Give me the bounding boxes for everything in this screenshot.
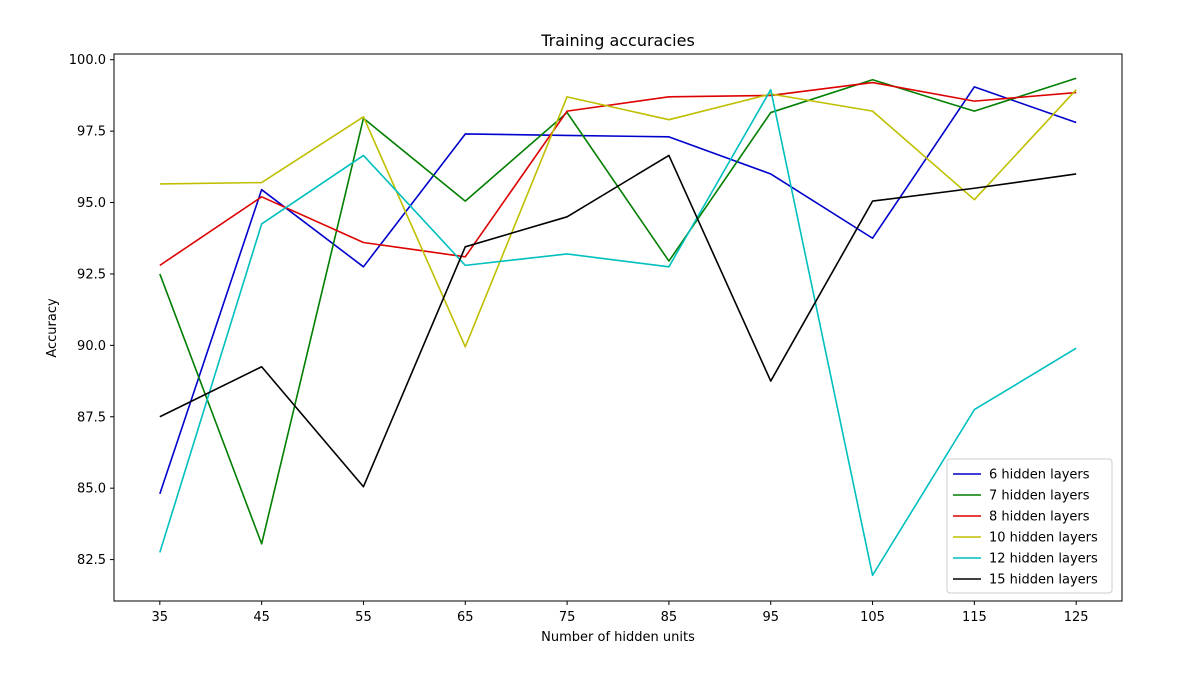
legend-label: 12 hidden layers — [989, 552, 1098, 567]
x-tick-label: 85 — [661, 610, 678, 625]
legend-label: 10 hidden layers — [989, 531, 1098, 546]
x-axis-ticks: 35 45 55 65 75 85 95 105 115 125 — [152, 601, 1089, 625]
x-tick-label: 55 — [355, 610, 372, 625]
y-tick-label: 82.5 — [77, 553, 106, 568]
x-tick-label: 105 — [860, 610, 885, 625]
x-tick-label: 95 — [762, 610, 779, 625]
y-tick-label: 92.5 — [77, 267, 106, 282]
legend-label: 8 hidden layers — [989, 510, 1090, 525]
y-tick-label: 97.5 — [77, 125, 106, 140]
y-tick-label: 85.0 — [77, 482, 106, 497]
x-tick-label: 65 — [457, 610, 474, 625]
chart-title: Training accuracies — [540, 31, 695, 50]
y-tick-label: 95.0 — [77, 196, 106, 211]
series-line-6 — [159, 154, 1077, 488]
y-tick-label: 90.0 — [77, 339, 106, 354]
x-tick-label: 115 — [962, 610, 987, 625]
x-tick-label: 125 — [1064, 610, 1089, 625]
y-tick-label: 87.5 — [77, 410, 106, 425]
y-axis-label: Accuracy — [45, 298, 60, 358]
x-tick-label: 75 — [559, 610, 576, 625]
legend-label: 7 hidden layers — [989, 489, 1090, 504]
x-tick-label: 35 — [152, 610, 169, 625]
legend-label: 6 hidden layers — [989, 468, 1090, 483]
legend-box — [946, 458, 1113, 594]
legend: 6 hidden layers 7 hidden layers 8 hidden l… — [946, 458, 1113, 594]
series-line-1 — [159, 86, 1077, 495]
series-line-4 — [159, 89, 1077, 348]
series-line-3 — [159, 81, 1077, 267]
x-axis-label: Number of hidden units — [541, 630, 695, 645]
series-lines — [159, 77, 1077, 577]
legend-label: 15 hidden layers — [989, 573, 1098, 588]
y-axis-ticks: 82.5 85.0 87.5 90.0 92.5 95.0 97.5 100.0 — [69, 53, 114, 568]
y-tick-label: 100.0 — [69, 53, 106, 68]
x-tick-label: 45 — [253, 610, 270, 625]
series-line-5 — [159, 88, 1077, 577]
plot-frame — [113, 53, 1123, 602]
